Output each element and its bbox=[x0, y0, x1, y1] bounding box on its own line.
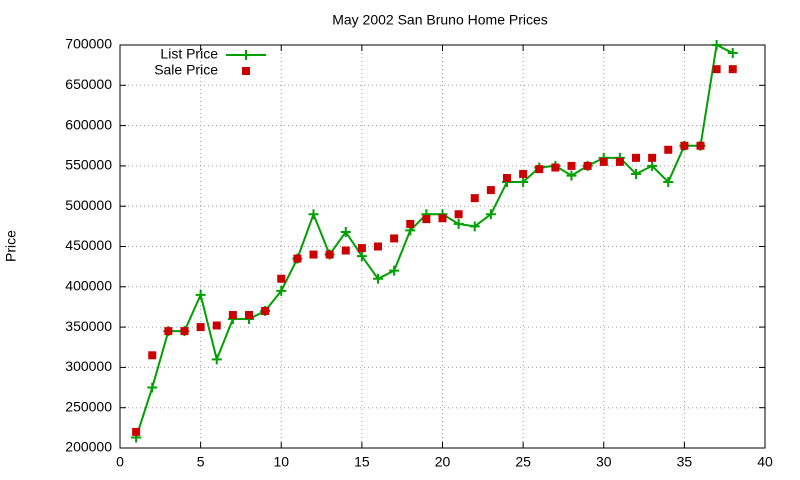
data-point bbox=[293, 254, 302, 263]
legend-marker bbox=[242, 67, 250, 75]
data-point bbox=[566, 170, 577, 181]
data-point bbox=[196, 323, 205, 332]
data-point bbox=[132, 427, 141, 436]
y-tick-label: 400000 bbox=[65, 278, 112, 294]
data-point bbox=[211, 354, 222, 365]
data-point bbox=[228, 311, 237, 320]
data-point bbox=[727, 48, 738, 59]
y-tick-label: 350000 bbox=[65, 318, 112, 334]
data-point bbox=[486, 186, 495, 195]
data-point bbox=[374, 242, 382, 251]
data-point bbox=[277, 274, 286, 283]
data-point bbox=[357, 244, 366, 253]
data-point bbox=[438, 214, 447, 223]
y-tick-label: 700000 bbox=[65, 36, 112, 52]
x-tick-label: 15 bbox=[354, 454, 370, 470]
data-point bbox=[356, 251, 367, 262]
data-point bbox=[664, 145, 673, 154]
data-point bbox=[308, 209, 319, 220]
data-point bbox=[325, 250, 334, 259]
data-point bbox=[470, 194, 479, 203]
x-tick-label: 40 bbox=[757, 454, 773, 470]
data-point bbox=[519, 169, 528, 178]
data-point bbox=[535, 165, 544, 174]
x-tick-label: 0 bbox=[116, 454, 124, 470]
data-point bbox=[453, 218, 464, 229]
data-point bbox=[567, 161, 576, 170]
data-point bbox=[648, 153, 657, 162]
x-tick-label: 30 bbox=[596, 454, 612, 470]
data-point bbox=[261, 306, 270, 315]
data-point bbox=[390, 234, 399, 243]
data-point bbox=[276, 285, 287, 296]
x-tick-label: 20 bbox=[435, 454, 451, 470]
data-point bbox=[615, 157, 624, 166]
legend-marker bbox=[241, 50, 251, 60]
data-point bbox=[180, 327, 189, 336]
data-point bbox=[663, 177, 674, 188]
series-line bbox=[135, 43, 734, 438]
y-tick-label: 650000 bbox=[65, 76, 112, 92]
data-point bbox=[551, 163, 560, 172]
y-tick-label: 450000 bbox=[65, 237, 112, 253]
data-point bbox=[147, 382, 158, 393]
y-axis-label: Price bbox=[3, 230, 19, 262]
plot-frame bbox=[119, 44, 766, 449]
data-point bbox=[712, 65, 721, 74]
data-point bbox=[340, 226, 351, 237]
data-point bbox=[469, 221, 480, 232]
chart-title: May 2002 San Bruno Home Prices bbox=[332, 12, 548, 28]
data-point bbox=[680, 141, 689, 150]
data-point bbox=[583, 161, 592, 170]
data-point bbox=[406, 219, 415, 228]
data-point bbox=[696, 141, 705, 150]
data-point bbox=[212, 321, 221, 330]
x-tick-label: 10 bbox=[273, 454, 289, 470]
data-point bbox=[631, 168, 641, 179]
data-point bbox=[518, 177, 529, 188]
legend-label: List Price bbox=[160, 46, 218, 62]
data-point bbox=[647, 160, 658, 171]
data-point bbox=[454, 210, 463, 219]
data-point bbox=[485, 209, 496, 220]
data-point bbox=[389, 265, 400, 276]
data-point bbox=[245, 311, 253, 320]
data-point bbox=[503, 173, 511, 182]
y-tick-label: 200000 bbox=[65, 439, 112, 455]
data-point bbox=[164, 327, 173, 336]
data-point bbox=[728, 65, 737, 74]
y-tick-label: 300000 bbox=[65, 358, 112, 374]
legend-label: Sale Price bbox=[154, 62, 218, 78]
data-point bbox=[373, 273, 383, 284]
data-point bbox=[711, 40, 722, 50]
y-tick-label: 500000 bbox=[65, 197, 112, 213]
y-tick-label: 250000 bbox=[65, 398, 112, 414]
data-point bbox=[341, 246, 350, 255]
data-point bbox=[309, 250, 318, 259]
data-point bbox=[632, 153, 640, 162]
data-point bbox=[422, 215, 431, 224]
data-point bbox=[148, 351, 157, 360]
data-point bbox=[195, 289, 206, 300]
x-tick-label: 25 bbox=[515, 454, 531, 470]
x-tick-label: 35 bbox=[677, 454, 693, 470]
y-tick-label: 600000 bbox=[65, 116, 112, 132]
y-tick-label: 550000 bbox=[65, 157, 112, 173]
data-point bbox=[599, 157, 608, 166]
x-tick-label: 5 bbox=[197, 454, 205, 470]
